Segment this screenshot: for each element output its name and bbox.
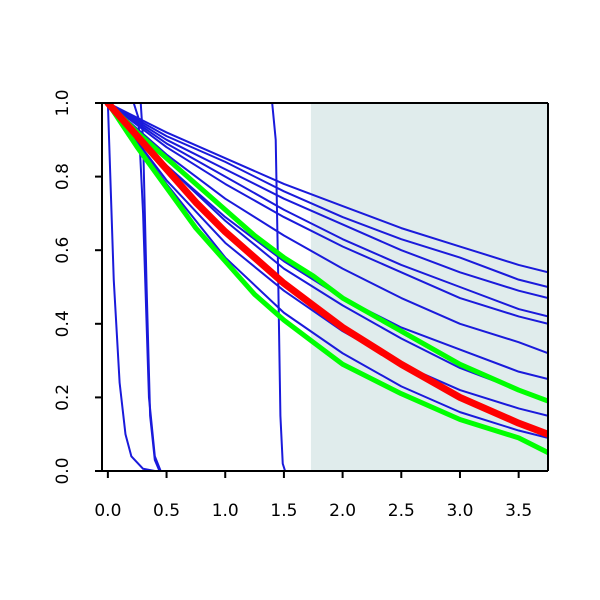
series-line-2 [106,103,168,471]
x-tick-label: 2.5 [388,501,415,521]
y-tick-label: 0.4 [53,310,73,337]
series-line-9 [106,103,548,300]
y-tick-label: 0.8 [53,163,73,190]
x-tick-label: 1.0 [212,501,239,521]
series-line-14 [106,103,548,439]
y-tick-label: 0.2 [53,384,73,411]
series-line-3 [106,103,168,471]
shaded-region [310,103,548,471]
series-line-16 [105,103,548,404]
x-tick-label: 2.0 [329,501,356,521]
x-tick-label: 0.0 [94,501,121,521]
y-tick-label: 0.6 [53,237,73,264]
series-line-6 [106,103,548,355]
x-tick-label: 0.5 [153,501,180,521]
series-line-4 [106,103,287,471]
x-tick-label: 3.5 [505,501,532,521]
series-line-10 [106,103,548,288]
series-line-7 [106,103,548,325]
series-line-17 [104,103,548,438]
y-tick-label: 1.0 [53,89,73,116]
series-line-15 [105,103,548,456]
series-group [104,103,548,471]
y-tick-label: 0.0 [53,457,73,484]
series-line-8 [106,103,548,318]
series-line-11 [106,103,548,274]
x-tick-label: 1.5 [270,501,297,521]
x-tick-label: 3.0 [446,501,473,521]
